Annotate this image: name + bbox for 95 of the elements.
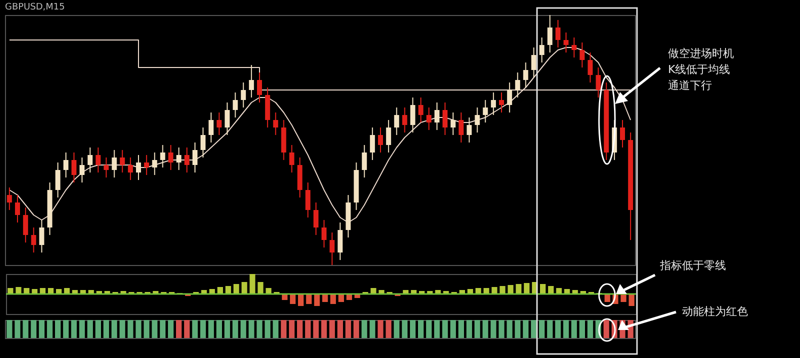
candlestick xyxy=(248,64,254,98)
candlestick xyxy=(313,202,318,236)
candlestick xyxy=(128,157,133,180)
candlestick xyxy=(499,92,504,113)
candlestick xyxy=(192,142,198,173)
candlestick xyxy=(507,82,512,113)
bar xyxy=(24,288,30,294)
candlestick xyxy=(442,102,448,136)
candlestick xyxy=(394,107,400,136)
candlestick xyxy=(305,182,310,218)
candlestick xyxy=(466,117,472,143)
candlestick xyxy=(338,222,343,260)
bar xyxy=(548,286,554,294)
candlestick xyxy=(572,37,577,58)
bar xyxy=(258,282,264,294)
bar xyxy=(225,286,232,294)
candlestick xyxy=(370,127,375,160)
bar xyxy=(524,283,530,294)
candlestick xyxy=(434,102,440,130)
bar xyxy=(266,288,272,294)
candlestick xyxy=(152,152,158,176)
candlestick xyxy=(386,120,392,153)
candlestick xyxy=(257,72,262,103)
candlestick xyxy=(80,157,85,183)
bar xyxy=(16,287,22,294)
bar xyxy=(540,284,546,294)
candlestick xyxy=(418,97,424,123)
bar xyxy=(217,287,223,294)
candlestick xyxy=(458,112,464,143)
candlestick xyxy=(362,144,367,178)
bar xyxy=(556,288,562,294)
candlestick xyxy=(184,147,190,173)
candlestick xyxy=(580,42,585,68)
text: 做空进场时机K线低于均线通道下行 xyxy=(668,46,735,94)
candlestick xyxy=(547,14,552,53)
candlestick xyxy=(232,92,238,118)
bar xyxy=(314,294,320,306)
bar xyxy=(628,294,634,306)
bar xyxy=(250,274,256,294)
candlestick xyxy=(410,97,416,133)
bar xyxy=(242,282,248,294)
text: 动能柱为红色 xyxy=(682,304,748,320)
candlestick xyxy=(208,112,214,143)
candlestick xyxy=(273,112,278,136)
candlestick xyxy=(330,232,335,266)
candlestick xyxy=(482,100,488,123)
candlestick xyxy=(112,150,117,178)
candlestick xyxy=(474,107,480,133)
candlestick xyxy=(15,194,20,223)
candlestick xyxy=(39,220,44,253)
candlestick xyxy=(144,154,150,176)
bar xyxy=(500,286,506,294)
candlestick xyxy=(31,227,36,253)
candlestick xyxy=(620,120,625,148)
candlestick xyxy=(539,37,544,63)
candlestick xyxy=(224,102,230,136)
candlestick xyxy=(88,147,93,173)
bar xyxy=(233,284,240,294)
bar xyxy=(564,289,570,294)
candlestick xyxy=(104,157,109,178)
candlestick xyxy=(515,72,520,98)
candlestick xyxy=(426,107,432,130)
candlestick xyxy=(176,147,182,170)
candlestick xyxy=(450,112,456,136)
candlestick xyxy=(160,144,166,168)
candlestick xyxy=(23,207,28,243)
candlestick xyxy=(490,92,496,116)
candlestick xyxy=(63,152,68,178)
candlestick xyxy=(322,220,327,248)
chart-title: GBPUSD,M15 xyxy=(5,2,65,12)
candlestick xyxy=(596,67,601,98)
bar xyxy=(516,284,522,294)
candlestick xyxy=(402,107,408,133)
candlestick xyxy=(531,47,536,78)
text: 指标低于零线 xyxy=(660,258,726,274)
candlestick xyxy=(240,82,246,108)
candlestick xyxy=(136,154,141,180)
candlestick xyxy=(588,52,593,83)
bar xyxy=(8,288,14,294)
bar xyxy=(508,285,514,294)
candlestick xyxy=(216,112,222,136)
candlestick xyxy=(564,32,569,53)
candlestick xyxy=(120,150,125,173)
bar xyxy=(492,287,498,294)
candlestick xyxy=(55,162,60,198)
candlestick xyxy=(523,62,528,88)
candlestick xyxy=(200,127,206,158)
candlestick xyxy=(168,144,174,170)
candlestick xyxy=(71,152,76,183)
bar xyxy=(370,288,376,294)
candlestick xyxy=(555,20,560,48)
candlestick xyxy=(378,127,383,153)
candlestick xyxy=(6,187,12,210)
candlestick xyxy=(289,144,294,173)
candlestick xyxy=(96,147,101,173)
